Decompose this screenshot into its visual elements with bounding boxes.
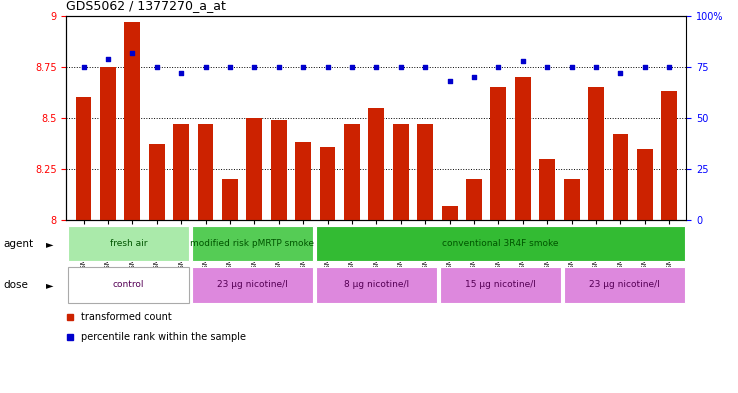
Text: ►: ►	[46, 280, 54, 290]
Text: agent: agent	[4, 239, 34, 249]
Bar	[316, 267, 437, 303]
Bar	[173, 124, 189, 220]
Bar	[588, 87, 604, 220]
Point	[297, 64, 309, 70]
Bar	[637, 149, 653, 220]
Point	[541, 64, 553, 70]
Bar	[316, 226, 685, 261]
Text: 23 μg nicotine/l: 23 μg nicotine/l	[217, 281, 288, 289]
Text: 15 μg nicotine/l: 15 μg nicotine/l	[465, 281, 536, 289]
Text: GDS5062 / 1377270_a_at: GDS5062 / 1377270_a_at	[66, 0, 227, 12]
Text: dose: dose	[4, 280, 29, 290]
Point	[249, 64, 261, 70]
Bar	[661, 91, 677, 220]
Text: control: control	[113, 281, 144, 289]
Text: transformed count: transformed count	[81, 312, 172, 322]
Point	[370, 64, 382, 70]
Point	[419, 64, 431, 70]
Point	[102, 55, 114, 62]
Point	[346, 64, 358, 70]
Point	[395, 64, 407, 70]
Bar	[441, 206, 458, 220]
Point	[322, 64, 334, 70]
Bar	[271, 120, 286, 220]
Bar	[564, 267, 685, 303]
Text: modified risk pMRTP smoke: modified risk pMRTP smoke	[190, 239, 314, 248]
Bar	[515, 77, 531, 220]
Point	[566, 64, 578, 70]
Bar	[68, 267, 189, 303]
Bar	[417, 124, 433, 220]
Bar	[192, 267, 313, 303]
Bar	[491, 87, 506, 220]
Point	[468, 74, 480, 80]
Point	[77, 64, 89, 70]
Point	[639, 64, 651, 70]
Bar	[75, 97, 92, 220]
Bar	[295, 142, 311, 220]
Bar	[222, 179, 238, 220]
Bar	[613, 134, 628, 220]
Bar	[198, 124, 213, 220]
Point	[517, 57, 528, 64]
Point	[224, 64, 236, 70]
Point	[590, 64, 602, 70]
Text: conventional 3R4F smoke: conventional 3R4F smoke	[442, 239, 559, 248]
Bar	[125, 22, 140, 220]
Point	[126, 50, 138, 56]
Text: fresh air: fresh air	[110, 239, 147, 248]
Bar	[344, 124, 360, 220]
Point	[615, 70, 627, 76]
Bar	[368, 108, 384, 220]
Bar	[246, 118, 262, 220]
Point	[200, 64, 212, 70]
Point	[663, 64, 675, 70]
Point	[175, 70, 187, 76]
Bar	[320, 147, 336, 220]
Bar	[466, 179, 482, 220]
Bar	[68, 226, 189, 261]
Text: 8 μg nicotine/l: 8 μg nicotine/l	[344, 281, 409, 289]
Text: ►: ►	[46, 239, 54, 249]
Point	[492, 64, 504, 70]
Bar	[393, 124, 409, 220]
Bar	[564, 179, 579, 220]
Text: percentile rank within the sample: percentile rank within the sample	[81, 332, 246, 342]
Bar	[100, 67, 116, 220]
Bar	[192, 226, 313, 261]
Bar	[149, 145, 165, 220]
Bar	[440, 267, 561, 303]
Point	[444, 78, 455, 84]
Point	[273, 64, 285, 70]
Bar	[539, 159, 555, 220]
Text: 23 μg nicotine/l: 23 μg nicotine/l	[589, 281, 660, 289]
Point	[151, 64, 162, 70]
